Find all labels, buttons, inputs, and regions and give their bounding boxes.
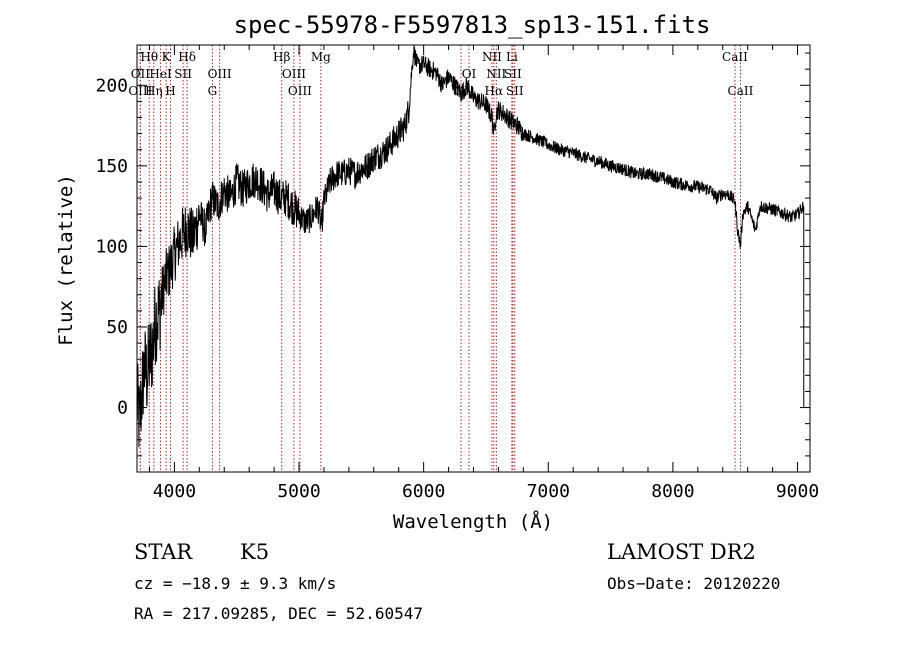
x-tick-label: 7000 <box>527 481 570 502</box>
y-tick-label: 50 <box>106 317 128 338</box>
line-label-12: OIII <box>282 67 306 81</box>
x-tick-label: 6000 <box>402 481 445 502</box>
y-tick-label: 150 <box>95 156 128 177</box>
redshift-readout: cz = −18.9 ± 9.3 km/s <box>134 574 336 593</box>
line-label-7: H <box>165 84 175 98</box>
line-label-5: Hη <box>145 84 163 98</box>
spectral-line-markers <box>139 45 741 472</box>
x-tick-label: 5000 <box>277 481 320 502</box>
line-label-9: OIII <box>208 67 232 81</box>
y-tick-label: 0 <box>117 398 128 419</box>
line-label-19: NII <box>486 67 506 81</box>
line-label-22: SII <box>506 84 524 98</box>
line-label-8: Hδ <box>178 50 196 64</box>
survey-name: LAMOST DR2 <box>607 540 756 564</box>
line-label-18: Li <box>506 50 518 64</box>
line-label-11: Hβ <box>273 50 290 64</box>
spectral-line-labels: Hθ OII OIII K HeI Hη SII H Hδ OIII G Hβ OIII OIII Mg OI… <box>128 50 753 98</box>
observation-date: Obs−Date: 20120220 <box>607 574 780 593</box>
line-label-23: CaII <box>722 50 748 64</box>
line-label-21: Hα <box>485 84 504 98</box>
line-label-20: SII <box>504 67 522 81</box>
line-label-3: K <box>162 50 172 64</box>
object-subclass: K5 <box>240 540 269 564</box>
line-label-13: OIII <box>288 84 312 98</box>
line-label-14: Mg <box>311 50 331 64</box>
chart-title: spec-55978-F5597813_sp13-151.fits <box>234 11 711 39</box>
line-label-6: SII <box>174 67 192 81</box>
x-tick-label: 8000 <box>651 481 694 502</box>
y-tick-label: 100 <box>95 236 128 257</box>
line-label-4: HeI <box>149 67 172 81</box>
x-tick-label: 4000 <box>153 481 196 502</box>
y-tick-label: 200 <box>95 75 128 96</box>
y-axis-label: Flux (relative) <box>55 174 77 346</box>
object-class: STAR <box>134 540 193 564</box>
spectrum-flux-line <box>136 44 805 448</box>
line-label-0: Hθ <box>140 50 158 64</box>
line-label-16: OI <box>454 84 469 98</box>
spectrum-series <box>136 44 805 448</box>
line-label-2: OIII <box>128 84 152 98</box>
line-label-10: G <box>208 84 218 98</box>
plot-frame <box>136 44 811 473</box>
x-tick-label: 9000 <box>776 481 819 502</box>
x-axis-label: Wavelength (Å) <box>393 510 553 533</box>
line-label-24: CaII <box>728 84 754 98</box>
line-label-17: NII <box>482 50 502 64</box>
line-label-15: OI <box>462 67 477 81</box>
axis-ticks: 4000 5000 6000 7000 8000 9000 0 50 100 150 200 <box>95 45 819 502</box>
coordinates-readout: RA = 217.09285, DEC = 52.60547 <box>134 604 423 623</box>
line-label-1: OII <box>131 67 151 81</box>
